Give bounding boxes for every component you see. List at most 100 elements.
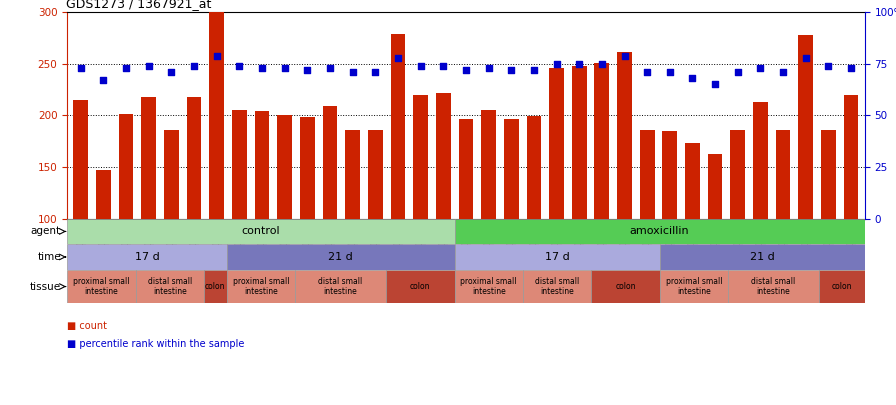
Text: colon: colon [616, 282, 635, 291]
Point [640, 69, 654, 75]
Point [368, 69, 383, 75]
Point [549, 61, 564, 67]
Text: time: time [38, 252, 61, 262]
Text: distal small
intestine: distal small intestine [148, 277, 192, 296]
Bar [481, 110, 496, 219]
Bar [640, 130, 654, 219]
Point [798, 54, 813, 61]
Text: distal small
intestine: distal small intestine [318, 277, 363, 296]
Text: 17 d: 17 d [134, 252, 159, 262]
Bar [295, 270, 386, 303]
Bar [204, 270, 227, 303]
Bar [776, 130, 790, 219]
Point [119, 65, 134, 71]
Text: 21 d: 21 d [328, 252, 353, 262]
Point [754, 65, 768, 71]
Text: 21 d: 21 d [750, 252, 774, 262]
Bar [753, 102, 768, 219]
Bar [527, 117, 541, 219]
Bar [413, 95, 428, 219]
Point [527, 67, 541, 73]
Bar [73, 100, 88, 219]
Point [73, 65, 88, 71]
Point [187, 63, 202, 69]
Point [708, 81, 722, 88]
Text: proximal small
intestine: proximal small intestine [233, 277, 289, 296]
Point [663, 69, 677, 75]
Bar [819, 270, 865, 303]
Bar [572, 66, 587, 219]
Bar [345, 130, 360, 219]
Bar [594, 63, 609, 219]
Bar [119, 114, 134, 219]
Bar [323, 106, 338, 219]
Point [96, 77, 110, 83]
Point [278, 65, 292, 71]
Bar [591, 270, 659, 303]
Point [142, 63, 156, 69]
Point [504, 67, 519, 73]
Bar [798, 35, 813, 219]
Text: colon: colon [205, 282, 226, 291]
Point [164, 69, 178, 75]
Point [413, 63, 427, 69]
Bar [662, 131, 677, 219]
Text: proximal small
intestine: proximal small intestine [666, 277, 722, 296]
Text: colon: colon [410, 282, 431, 291]
Bar [659, 270, 728, 303]
Bar [459, 119, 473, 219]
Bar [278, 115, 292, 219]
Bar [186, 97, 202, 219]
Bar [523, 270, 591, 303]
Text: control: control [242, 226, 280, 237]
Bar [728, 270, 819, 303]
Point [617, 52, 632, 59]
Bar [300, 117, 314, 219]
Bar [659, 244, 865, 270]
Bar [227, 270, 295, 303]
Point [595, 61, 609, 67]
Bar [210, 10, 224, 219]
Bar [386, 270, 454, 303]
Point [459, 67, 473, 73]
Bar [67, 219, 454, 244]
Bar [96, 170, 111, 219]
Text: 17 d: 17 d [545, 252, 570, 262]
Bar [821, 130, 836, 219]
Point [210, 52, 224, 59]
Text: GDS1273 / 1367921_at: GDS1273 / 1367921_at [65, 0, 211, 10]
Bar [685, 143, 700, 219]
Text: agent: agent [30, 226, 61, 237]
Point [776, 69, 790, 75]
Point [822, 63, 836, 69]
Point [730, 69, 745, 75]
Bar [454, 244, 659, 270]
Bar [67, 244, 227, 270]
Point [323, 65, 337, 71]
Text: ■ percentile rank within the sample: ■ percentile rank within the sample [67, 339, 245, 349]
Bar [227, 244, 454, 270]
Point [254, 65, 269, 71]
Point [300, 67, 314, 73]
Text: ■ count: ■ count [67, 321, 108, 330]
Bar [730, 130, 745, 219]
Bar [435, 93, 451, 219]
Point [844, 65, 858, 71]
Text: proximal small
intestine: proximal small intestine [73, 277, 130, 296]
Bar [142, 97, 156, 219]
Bar [708, 153, 722, 219]
Bar [254, 111, 270, 219]
Bar [454, 270, 523, 303]
Text: distal small
intestine: distal small intestine [752, 277, 796, 296]
Bar [135, 270, 204, 303]
Point [436, 63, 451, 69]
Point [685, 75, 700, 81]
Bar [391, 34, 405, 219]
Point [232, 63, 246, 69]
Bar [67, 270, 135, 303]
Point [481, 65, 495, 71]
Text: amoxicillin: amoxicillin [630, 226, 689, 237]
Point [391, 54, 405, 61]
Bar [617, 52, 632, 219]
Point [346, 69, 360, 75]
